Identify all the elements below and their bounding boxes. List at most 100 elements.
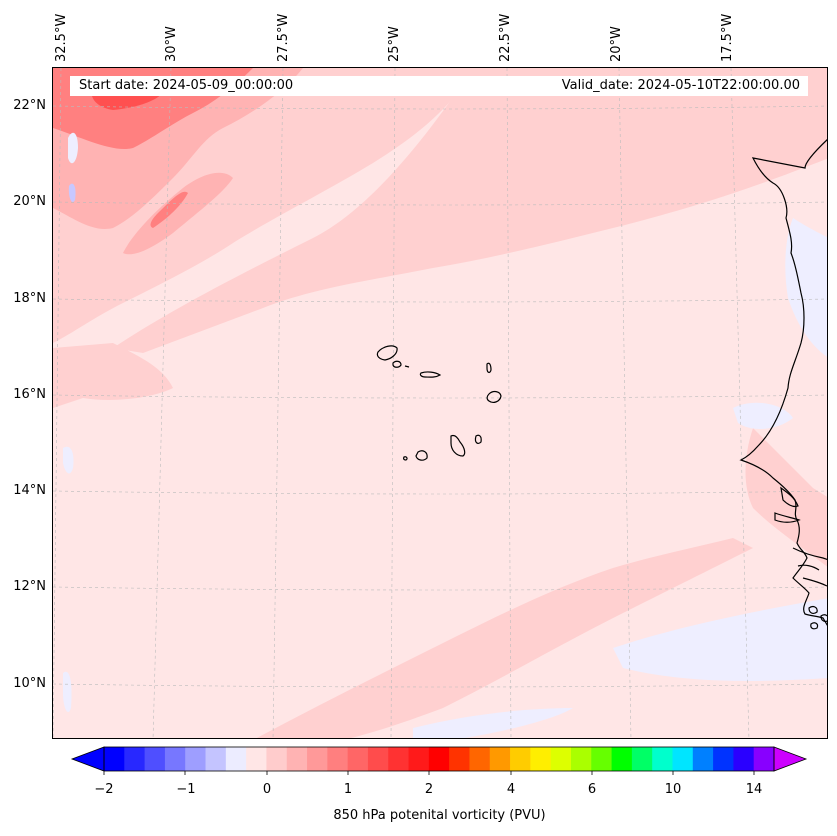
colorbar-segment [652,747,674,771]
colorbar-segment [367,747,389,771]
colorbar-segment [753,747,775,771]
pv-field-light-region-coast [745,428,827,567]
pv-field-light-region-east [113,68,827,353]
colorbar-tick-label: 14 [745,782,763,797]
lon-label-25w: 25°W [387,26,402,62]
island-boa-vista [486,390,502,403]
island-bissagos-3 [810,622,819,630]
colorbar-segment [591,747,613,771]
colorbar-segment [104,747,125,771]
island-maio [474,434,482,444]
colorbar-segment [388,747,410,771]
pv-field-strong-filament [150,191,188,228]
gridline-lat-14n [53,490,827,495]
colorbar-segment [570,747,592,771]
gridline-lon-22-5w [506,68,512,738]
gridline-lat-16n [53,394,827,399]
island-sao-nicolau [419,371,442,378]
colorbar-segment [266,747,288,771]
colorbar-under-arrow [70,746,105,772]
colorbar-segment [713,747,734,771]
coastline-gambia [774,512,801,523]
island-sao-vicente [392,360,402,368]
map-panel[interactable] [52,67,828,739]
colorbar-segment [144,747,166,771]
pv-field-negative-patch [68,132,78,164]
colorbar-tick-label: −1 [176,782,196,797]
pv-field-negative-patch [63,671,72,713]
pv-field-negative-band-south [413,708,573,738]
colorbar-tick-label: 4 [506,782,516,797]
colorbar-segment [164,747,186,771]
colorbar-tick-label: −2 [94,782,114,797]
lon-label-30w: 30°W [164,26,179,62]
pv-field-medium-filament [123,172,233,255]
colorbar-segment [246,747,268,771]
colorbar-tick-label: 6 [587,782,597,797]
colorbar-segments [104,747,775,771]
pv-field-negative-patch [733,402,793,430]
colorbar-over-arrow [773,746,808,772]
lon-label-20w: 20°W [609,26,624,62]
island-bissagos-1 [808,606,818,614]
coastline-guinea-bissau [792,547,827,587]
pv-field-negative-patch [68,183,76,203]
colorbar-segment [510,747,531,771]
start-date-label: Start date: 2024-05-09_00:00:00 [79,78,294,93]
island-santiago [450,434,466,457]
colorbar-segment [185,747,207,771]
colorbar-tick-marks [103,771,755,775]
lat-label-22n: 22°N [13,98,46,113]
pv-field-light-band-south [256,538,753,738]
island-santa-luzia [404,365,410,368]
colorbar-tick-label: 1 [343,782,353,797]
colorbar-segment [631,747,653,771]
pv-field-negative-patch [63,446,74,474]
colorbar-segment [692,747,714,771]
island-sal [486,362,492,374]
gridlines [53,68,827,738]
colorbar-segment [428,747,450,771]
island-santo-antao [376,345,398,361]
map-header-box [70,76,808,96]
lat-label-20n: 20°N [13,194,46,209]
colorbar-segment [225,747,247,771]
lon-label-27-5w: 27.5°W [276,13,291,62]
colorbar-tick-label: 10 [664,782,682,797]
coastline-senegal-inlet [780,486,799,508]
island-bissagos-2 [820,614,827,622]
gridline-lon-30w [152,68,172,738]
colorbar-title-text: 850 hPa potenital vorticity (PVU) [333,808,546,823]
colorbar-segment [469,747,491,771]
colorbar-segment [124,747,146,771]
colorbar-outline [103,746,775,772]
gridline-lon-17-5w [730,68,750,738]
lat-label-16n: 16°N [13,387,46,402]
lat-label-14n: 14°N [13,483,46,498]
pv-field-light-region-west [53,343,173,408]
colorbar-segment [307,747,328,771]
colorbar-tick-label: 2 [424,782,434,797]
colorbar-segment [327,747,349,771]
gridline-lon-32-5w [53,68,62,738]
pv-field-negative-region-coast [785,218,827,357]
gridline-lat-12n [53,586,827,591]
lon-label-32-5w: 32.5°W [54,13,69,62]
pv-field-map [53,68,827,738]
coastlines [376,139,827,630]
coastline-africa [739,139,827,626]
valid-date-label: Valid_date: 2024-05-10T22:00:00.00 [561,78,800,93]
gridline-lon-27-5w [272,68,284,738]
colorbar-title: 850 hPa potenital vorticity (PVU) [0,808,837,823]
colorbar-segment [550,747,572,771]
colorbar-segment [733,747,755,771]
island-brava [403,456,408,461]
colorbar-segment [530,747,552,771]
lat-label-12n: 12°N [13,579,46,594]
gridline-lat-18n [53,298,827,303]
colorbar-tick-label: 0 [262,782,272,797]
colorbar-segment [408,747,430,771]
colorbar-segment [489,747,511,771]
colorbar-segment [672,747,694,771]
lon-label-22-5w: 22.5°W [498,13,513,62]
